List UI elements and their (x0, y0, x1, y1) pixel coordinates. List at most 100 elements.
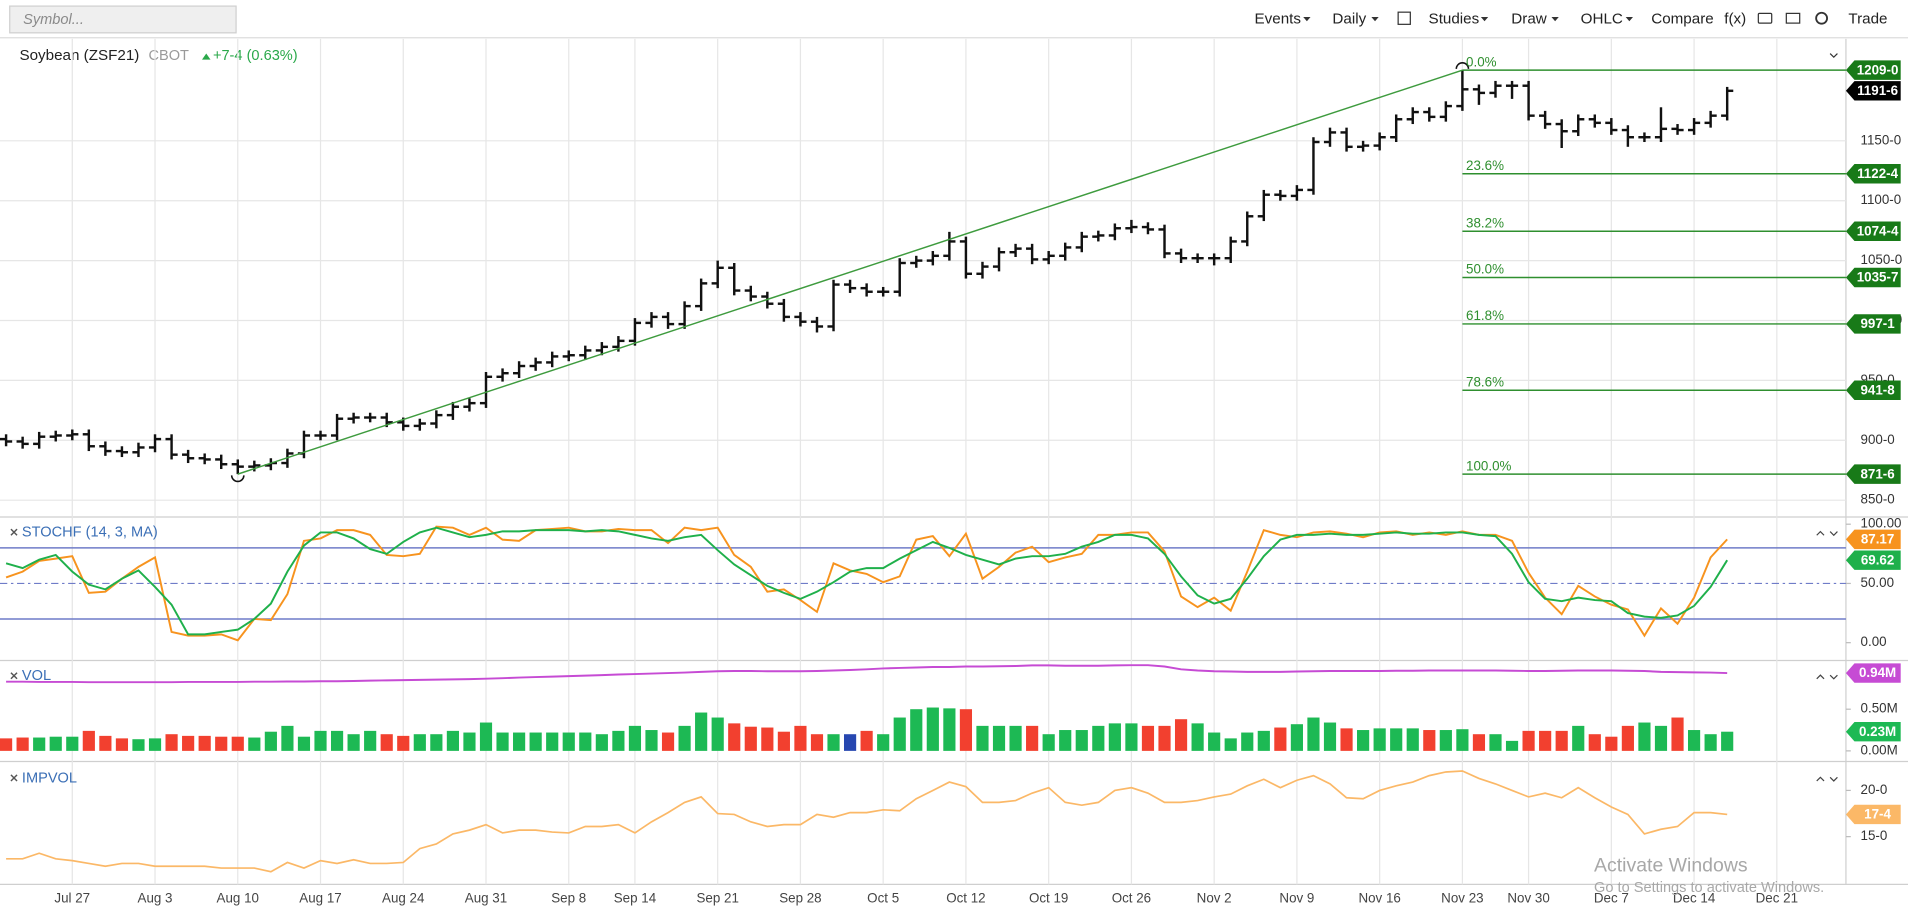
volume-bar (926, 707, 939, 751)
symbol-placeholder: Symbol... (23, 12, 84, 28)
volume-bar (562, 732, 575, 751)
line-series (5, 525, 1728, 642)
x-tick-label: Oct 19 (1029, 891, 1068, 906)
volume-bar (1026, 725, 1039, 751)
settings-icon[interactable] (1815, 11, 1828, 25)
volume-bar (1274, 727, 1287, 751)
menu-ohlc[interactable]: OHLC (1581, 10, 1623, 27)
line-series (6, 770, 1728, 873)
panel-chevron (1816, 530, 1838, 537)
caret (1551, 17, 1559, 22)
panel-title: STOCHF (14, 3, MA) (22, 525, 158, 541)
volume-bar (231, 736, 244, 751)
menu-compare[interactable]: Compare (1651, 10, 1713, 27)
panel-chevron (1816, 674, 1838, 680)
print-icon[interactable] (1785, 12, 1801, 24)
symbol-input[interactable] (9, 5, 237, 34)
instrument-name: Soybean (ZSF21) (19, 47, 139, 64)
x-tick-label: Sep 21 (696, 891, 738, 906)
volume-bar (1224, 738, 1237, 751)
menu-trade[interactable]: Trade (1848, 10, 1887, 27)
volume-bar (0, 738, 13, 751)
value-badge (1845, 60, 1901, 80)
line-series (5, 526, 1729, 636)
camera-icon[interactable] (1757, 12, 1773, 24)
y-tick-label: 15-0 (1861, 828, 1888, 843)
volume-bar (628, 725, 642, 751)
volume-bar (1257, 730, 1270, 751)
menu-events[interactable]: Events (1255, 10, 1302, 27)
volume-bar (843, 734, 857, 751)
volume-bar (248, 737, 261, 751)
volume-bar (943, 708, 956, 751)
menu-studies[interactable]: Studies (1429, 10, 1480, 27)
volume-bar (1505, 740, 1519, 751)
volume-bar (877, 734, 890, 751)
x-tick-label: Nov 23 (1441, 891, 1483, 906)
volume-bar (860, 730, 873, 751)
volume-bar (1522, 730, 1535, 751)
menu-daily[interactable]: Daily (1332, 10, 1366, 27)
volume-bar (66, 736, 79, 751)
volume-bar (264, 731, 277, 751)
volume-bar (347, 734, 360, 751)
volume-bar (1423, 730, 1436, 751)
close-icon (10, 528, 18, 536)
menu-fx[interactable]: f(x) (1724, 10, 1746, 27)
value-badge-label: 69.62 (1861, 552, 1894, 567)
volume-bar (595, 734, 608, 751)
volume-bar (1307, 717, 1320, 751)
volume-bar (49, 736, 62, 751)
value-badge (1845, 267, 1901, 288)
volume-bar (810, 734, 824, 751)
volume-bar (1671, 717, 1684, 751)
y-tick-label: 0.00M (1861, 742, 1898, 757)
x-tick-label: Sep 8 (551, 891, 586, 906)
menu-draw[interactable]: Draw (1511, 10, 1546, 27)
volume-bar (1125, 723, 1138, 751)
x-tick-label: Sep 14 (614, 891, 657, 906)
y-tick-label: 1100-0 (1861, 192, 1902, 207)
volume-bar (1472, 734, 1486, 751)
volume-bar (297, 736, 311, 751)
y-tick-label: 850-0 (1861, 492, 1895, 507)
volume-bar (1621, 725, 1634, 751)
volume-bar (1241, 732, 1254, 751)
value-badge-label: 87.17 (1861, 532, 1894, 547)
volume-bar (215, 736, 228, 751)
volume-bar (198, 735, 211, 751)
anchor-marker (1455, 62, 1470, 70)
volume-bar (1323, 722, 1337, 751)
volume-bar (397, 735, 410, 751)
x-tick-label: Aug 24 (382, 891, 425, 906)
volume-bar (1075, 730, 1088, 751)
volume-bar (16, 737, 29, 751)
x-tick-label: Nov 2 (1197, 891, 1232, 906)
volume-bar (1042, 734, 1055, 751)
volume-bar (893, 717, 906, 751)
panel-title: VOL (22, 668, 51, 684)
value-badge (1845, 529, 1901, 550)
fib-ratio: 23.6% (1466, 158, 1504, 173)
y-tick-label: 50.00 (1861, 575, 1894, 590)
y-tick-label: 900-0 (1861, 432, 1895, 447)
volume-bar (446, 730, 459, 751)
fib-ratio: 78.6% (1466, 374, 1504, 389)
value-badge-label: 17-4 (1864, 807, 1891, 822)
plot-area: Jul 27 Aug 3 Aug 10 Aug 17 Aug 24 Aug 31 Sep 8… (0, 38, 1908, 906)
volume-bar (546, 732, 559, 751)
volume-bar (1572, 725, 1585, 751)
calendar-icon[interactable] (1397, 11, 1411, 25)
line-series (6, 664, 1728, 684)
fib-ratio: 50.0% (1466, 262, 1504, 277)
volume-bar (281, 725, 294, 751)
volume-bar (1539, 730, 1552, 751)
x-tick-label: Dec 7 (1594, 891, 1629, 906)
volume-bar (1721, 731, 1734, 751)
volume-bar (115, 738, 129, 751)
volume-bar (910, 709, 923, 751)
x-tick-label: Nov 9 (1279, 891, 1314, 906)
collapse-chevron[interactable] (1829, 53, 1838, 59)
